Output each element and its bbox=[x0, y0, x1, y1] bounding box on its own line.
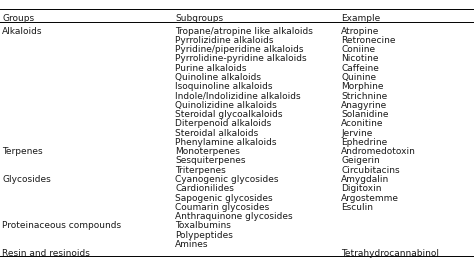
Text: Glycosides: Glycosides bbox=[2, 175, 51, 184]
Text: Quinine: Quinine bbox=[341, 73, 376, 82]
Text: Example: Example bbox=[341, 14, 381, 23]
Text: Pyrrolizidine alkaloids: Pyrrolizidine alkaloids bbox=[175, 36, 274, 45]
Text: Alkaloids: Alkaloids bbox=[2, 27, 43, 36]
Text: Coniine: Coniine bbox=[341, 45, 375, 54]
Text: Caffeine: Caffeine bbox=[341, 64, 379, 73]
Text: Indole/Indolizidine alkaloids: Indole/Indolizidine alkaloids bbox=[175, 92, 301, 100]
Text: Resin and resinoids: Resin and resinoids bbox=[2, 249, 90, 258]
Text: Strichnine: Strichnine bbox=[341, 92, 388, 100]
Text: Circubitacins: Circubitacins bbox=[341, 166, 400, 175]
Text: Argostemme: Argostemme bbox=[341, 193, 399, 203]
Text: Amines: Amines bbox=[175, 240, 209, 249]
Text: Terpenes: Terpenes bbox=[2, 147, 43, 156]
Text: Jervine: Jervine bbox=[341, 129, 373, 138]
Text: Solanidine: Solanidine bbox=[341, 110, 389, 119]
Text: Steroidal alkaloids: Steroidal alkaloids bbox=[175, 129, 259, 138]
Text: Purine alkaloids: Purine alkaloids bbox=[175, 64, 247, 73]
Text: Andromedotoxin: Andromedotoxin bbox=[341, 147, 416, 156]
Text: Sesquiterpenes: Sesquiterpenes bbox=[175, 156, 246, 166]
Text: Pyridine/piperidine alkaloids: Pyridine/piperidine alkaloids bbox=[175, 45, 304, 54]
Text: Geigerin: Geigerin bbox=[341, 156, 380, 166]
Text: Tropane/atropine like alkaloids: Tropane/atropine like alkaloids bbox=[175, 27, 313, 36]
Text: Isoquinoline alkaloids: Isoquinoline alkaloids bbox=[175, 82, 273, 91]
Text: Digitoxin: Digitoxin bbox=[341, 184, 382, 193]
Text: Polypeptides: Polypeptides bbox=[175, 231, 233, 240]
Text: Diterpenoid alkaloids: Diterpenoid alkaloids bbox=[175, 119, 272, 128]
Text: Morphine: Morphine bbox=[341, 82, 384, 91]
Text: Pyrrolidine-pyridine alkaloids: Pyrrolidine-pyridine alkaloids bbox=[175, 54, 307, 63]
Text: Toxalbumins: Toxalbumins bbox=[175, 221, 231, 231]
Text: Triterpenes: Triterpenes bbox=[175, 166, 226, 175]
Text: Proteinaceous compounds: Proteinaceous compounds bbox=[2, 221, 121, 231]
Text: Amygdalin: Amygdalin bbox=[341, 175, 390, 184]
Text: Quinolizidine alkaloids: Quinolizidine alkaloids bbox=[175, 101, 277, 110]
Text: Steroidal glycoalkaloids: Steroidal glycoalkaloids bbox=[175, 110, 283, 119]
Text: Quinoline alkaloids: Quinoline alkaloids bbox=[175, 73, 261, 82]
Text: Sapogenic glycosides: Sapogenic glycosides bbox=[175, 193, 273, 203]
Text: Coumarin glycosides: Coumarin glycosides bbox=[175, 203, 270, 212]
Text: Phenylamine alkaloids: Phenylamine alkaloids bbox=[175, 138, 277, 147]
Text: Retronecine: Retronecine bbox=[341, 36, 396, 45]
Text: Nicotine: Nicotine bbox=[341, 54, 379, 63]
Text: Groups: Groups bbox=[2, 14, 35, 23]
Text: Cyanogenic glycosides: Cyanogenic glycosides bbox=[175, 175, 279, 184]
Text: Ephedrine: Ephedrine bbox=[341, 138, 388, 147]
Text: Tetrahydrocannabinol: Tetrahydrocannabinol bbox=[341, 249, 439, 258]
Text: Cardionilides: Cardionilides bbox=[175, 184, 234, 193]
Text: Atropine: Atropine bbox=[341, 27, 380, 36]
Text: Anthraquinone glycosides: Anthraquinone glycosides bbox=[175, 212, 293, 221]
Text: Esculin: Esculin bbox=[341, 203, 374, 212]
Text: Anagyrine: Anagyrine bbox=[341, 101, 388, 110]
Text: Subgroups: Subgroups bbox=[175, 14, 224, 23]
Text: Monoterpenes: Monoterpenes bbox=[175, 147, 240, 156]
Text: Aconitine: Aconitine bbox=[341, 119, 384, 128]
